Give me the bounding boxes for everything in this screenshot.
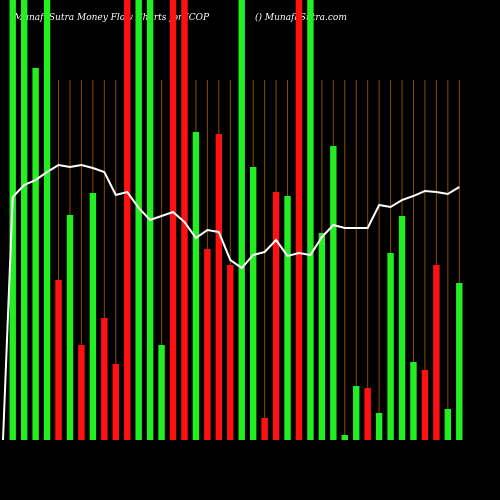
bar	[227, 265, 234, 440]
bar	[32, 68, 39, 440]
bar	[307, 0, 314, 440]
bar	[78, 345, 85, 440]
bar	[330, 146, 337, 440]
bar	[353, 386, 360, 440]
bar	[169, 0, 177, 440]
bar	[272, 192, 280, 440]
bar	[444, 409, 452, 440]
bar	[295, 0, 303, 440]
bar	[215, 134, 223, 440]
bar	[249, 167, 257, 440]
bar	[410, 362, 417, 440]
bar	[238, 0, 245, 440]
bar	[181, 0, 188, 440]
bar	[387, 253, 394, 440]
bar	[101, 318, 108, 440]
bar	[284, 196, 291, 440]
bar	[421, 370, 429, 440]
bar	[204, 249, 211, 440]
bar	[89, 193, 97, 440]
bar	[375, 413, 383, 440]
bar	[135, 0, 142, 440]
bar	[55, 280, 62, 440]
bar	[43, 0, 51, 440]
bar	[398, 216, 406, 440]
trend-line	[2, 163, 460, 441]
bar	[341, 435, 348, 440]
bar	[66, 215, 74, 440]
bar	[433, 265, 440, 440]
bar	[158, 345, 165, 440]
bar	[112, 364, 119, 440]
bar	[364, 388, 371, 440]
chart-title: MunafaSutra Money Flow Charts for ICOP	[13, 13, 210, 23]
bar	[20, 0, 28, 440]
bar	[261, 418, 268, 440]
bar	[124, 0, 131, 440]
bar	[456, 283, 463, 440]
bar	[192, 132, 200, 440]
bar	[318, 233, 326, 440]
